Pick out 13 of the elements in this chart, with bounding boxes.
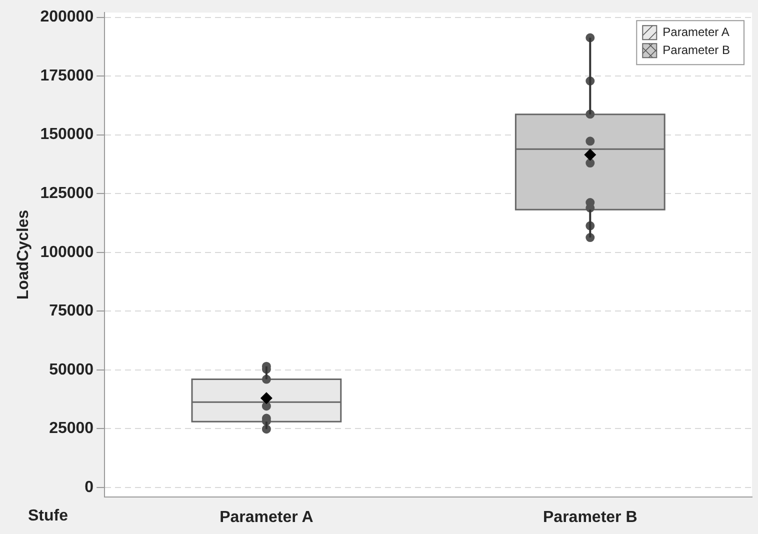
- y-tick-label: 150000: [40, 126, 94, 144]
- y-tick-label: 25000: [49, 420, 94, 438]
- legend-label: Parameter B: [662, 42, 730, 57]
- y-tick-label: 100000: [40, 244, 94, 261]
- y-tick-label: 125000: [40, 184, 94, 202]
- legend-label: Parameter A: [662, 24, 730, 39]
- y-tick-label: 50000: [49, 361, 94, 378]
- y-tick-label: 0: [84, 478, 94, 496]
- x-axis-title: Stufe: [28, 507, 68, 524]
- y-tick-label: 75000: [49, 302, 94, 320]
- y-tick-label: 200000: [40, 8, 94, 26]
- y-axis-title: LoadCycles: [15, 210, 32, 300]
- y-tick-label: 175000: [40, 67, 94, 84]
